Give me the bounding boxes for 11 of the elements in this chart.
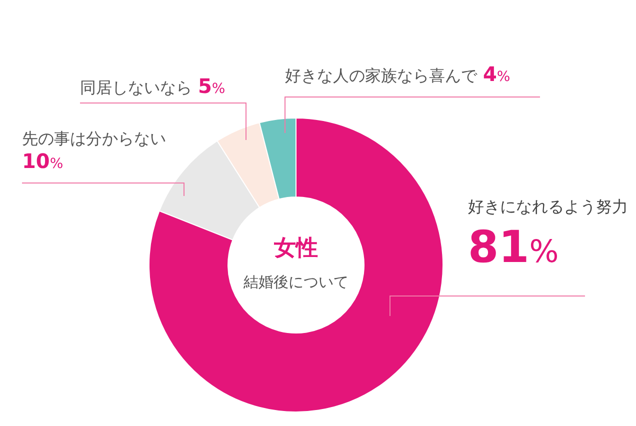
data-label: 5% <box>198 74 226 98</box>
slice-label: 好きな人の家族なら喜んで <box>285 66 477 85</box>
slice-label: 好きになれるよう努力 <box>468 197 628 216</box>
data-label: 81% <box>468 222 559 273</box>
data-label: 10% <box>22 148 64 173</box>
slice-label: 同居しないなら <box>80 78 192 97</box>
slice-label: 先の事は分からない <box>22 129 166 148</box>
text: 女性 <box>273 236 318 261</box>
data-label: 4% <box>483 62 510 86</box>
text: 結婚後について <box>242 273 348 291</box>
donut-slice <box>148 118 444 412</box>
